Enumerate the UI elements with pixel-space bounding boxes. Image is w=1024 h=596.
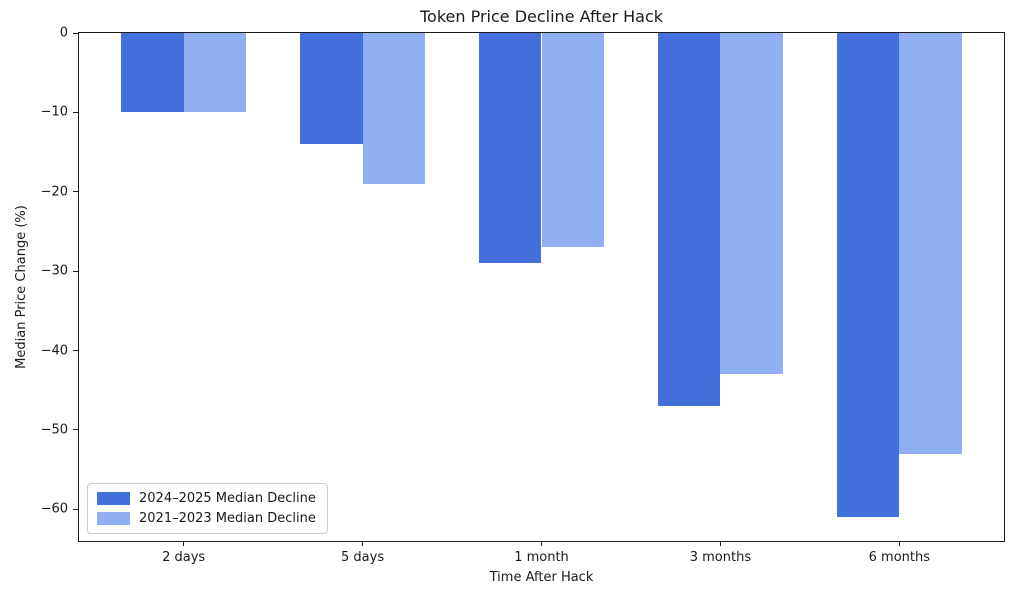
x-tick	[362, 541, 364, 546]
bar-2024–2025-6-months	[836, 33, 900, 518]
legend: 2024–2025 Median Decline 2021–2023 Median…	[87, 483, 328, 534]
y-tick	[73, 350, 78, 351]
plot-area: 0 −10 −20 −30 −40 −50 −60 2 days 5 days 1 month 3 …	[41, 26, 1005, 565]
x-tick	[183, 541, 185, 546]
bar-2024–2025-3-months	[657, 33, 721, 407]
y-tick-label: −20	[40, 184, 68, 200]
y-tick-label: −10	[40, 104, 68, 120]
x-tick	[719, 541, 721, 546]
x-tick-label: 5 days	[341, 550, 385, 565]
x-tick-label: 1 month	[514, 550, 569, 565]
x-tick-label: 6 months	[868, 550, 931, 565]
legend-swatch	[97, 492, 130, 505]
y-tick	[73, 429, 78, 431]
x-tick	[898, 541, 900, 546]
y-tick	[73, 270, 78, 272]
y-tick	[73, 191, 78, 193]
chart-title: Token Price Decline After Hack	[419, 7, 664, 26]
legend-label: 2021–2023 Median Decline	[139, 511, 316, 526]
y-tick-label: −50	[40, 422, 68, 438]
y-tick	[73, 32, 78, 34]
bar-2024–2025-5-days	[299, 33, 363, 145]
bar-2021–2023-1-month	[541, 33, 605, 248]
bar-2021–2023-5-days	[362, 33, 426, 184]
y-tick-label: −40	[40, 343, 68, 358]
legend-item: 2024–2025 Median Decline	[97, 491, 316, 506]
bar-2021–2023-2-days	[183, 33, 247, 113]
bar-2021–2023-6-months	[899, 33, 962, 454]
y-tick-label: −60	[40, 501, 68, 517]
legend-swatch	[97, 512, 130, 525]
y-tick-label: −30	[40, 263, 68, 279]
y-tick-label: 0	[59, 25, 68, 41]
bar-2021–2023-3-months	[720, 33, 784, 375]
x-tick-label: 2 days	[162, 550, 206, 565]
x-axis-label: Time After Hack	[489, 570, 594, 585]
y-tick	[73, 111, 78, 113]
bar-2024–2025-2-days	[121, 33, 184, 113]
legend-item: 2021–2023 Median Decline	[97, 511, 316, 526]
bar-2024–2025-1-month	[478, 33, 542, 264]
y-axis-label: Median Price Change (%)	[14, 205, 29, 369]
x-tick	[541, 541, 542, 546]
y-tick	[73, 508, 78, 510]
x-tick-label: 3 months	[689, 550, 752, 565]
legend-label: 2024–2025 Median Decline	[139, 491, 316, 506]
